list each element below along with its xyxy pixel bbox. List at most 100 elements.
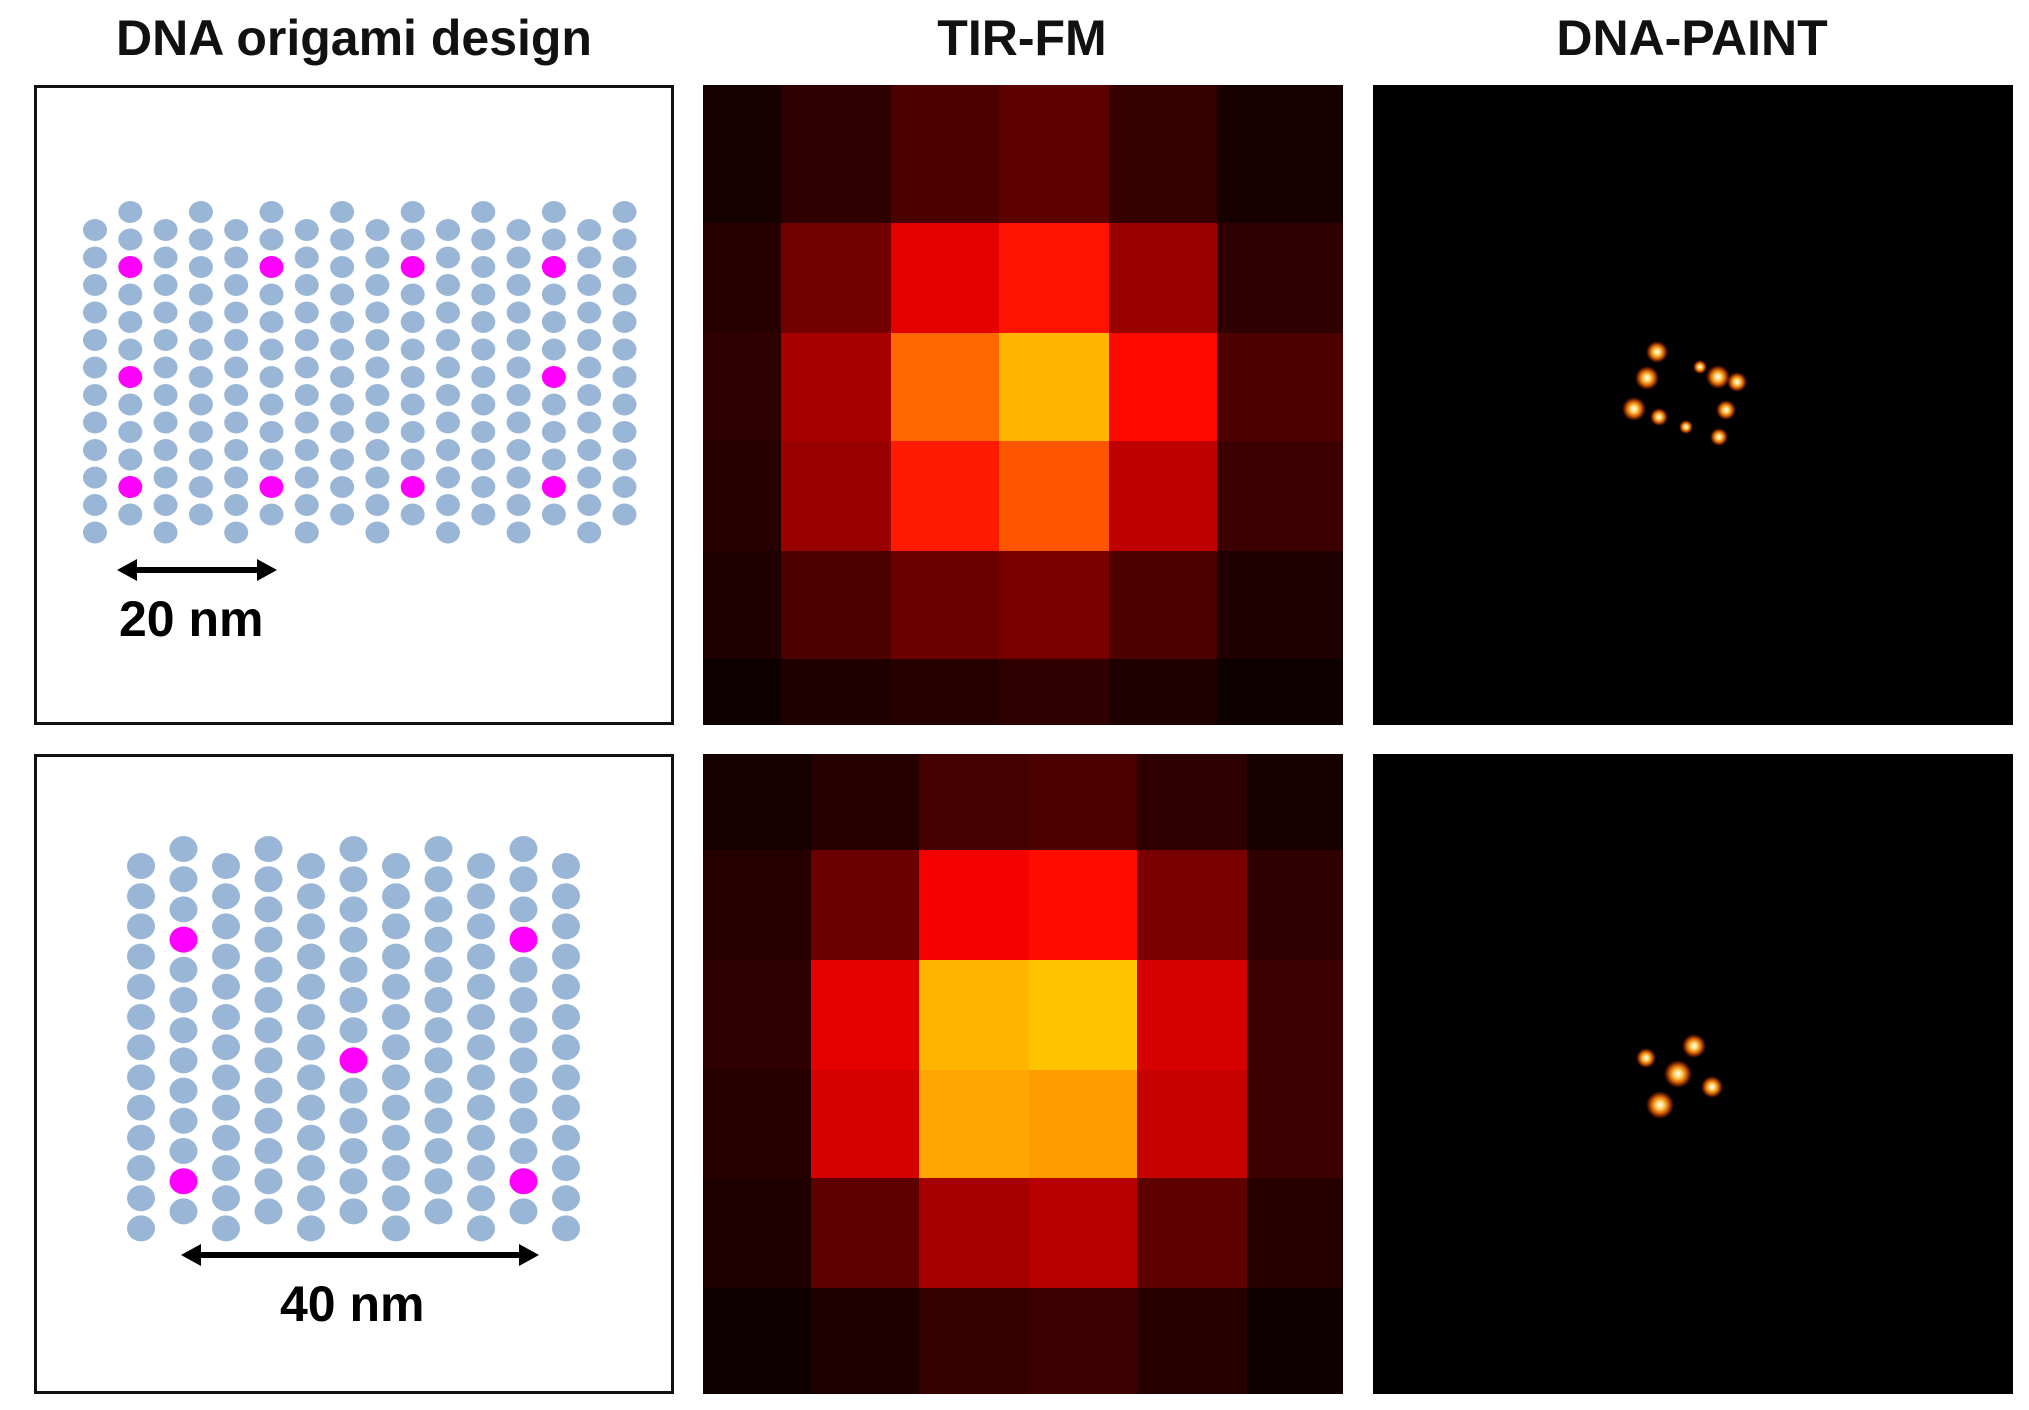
staple-dot xyxy=(259,393,284,416)
intensity-pixel xyxy=(703,223,781,333)
staple-dot xyxy=(294,329,319,351)
staple-dot xyxy=(188,503,213,526)
staple-dot xyxy=(339,896,368,923)
intensity-pixel xyxy=(919,1288,1029,1394)
staple-dot xyxy=(365,411,390,434)
staple-dot xyxy=(552,913,580,940)
staple-dot xyxy=(83,219,107,241)
staple-dot xyxy=(297,853,325,879)
staple-dot xyxy=(83,329,107,351)
staple-dot xyxy=(509,836,538,862)
intensity-pixel xyxy=(1247,754,1343,850)
staple-dot xyxy=(127,1124,155,1151)
staple-dot xyxy=(612,338,637,361)
docking-site xyxy=(118,366,143,388)
staple-dot xyxy=(153,274,178,296)
intensity-pixel xyxy=(1029,850,1137,960)
staple-dot xyxy=(297,1034,325,1061)
staple-dot xyxy=(382,1094,410,1121)
staple-dot xyxy=(400,201,425,223)
staple-dot xyxy=(577,521,602,544)
staple-dot xyxy=(506,384,531,406)
staple-dot xyxy=(224,356,249,379)
staple-dot xyxy=(436,494,460,516)
intensity-pixel xyxy=(1247,850,1343,960)
staple-dot xyxy=(471,366,496,388)
staple-dot xyxy=(212,913,240,940)
staple-dot xyxy=(83,411,107,434)
staple-dot xyxy=(169,866,198,893)
staple-dot xyxy=(169,987,198,1013)
staple-dot xyxy=(224,274,249,296)
staple-dot xyxy=(436,466,460,489)
paint-image-row2 xyxy=(1636,1034,1723,1119)
intensity-pixel xyxy=(919,1178,1029,1288)
staple-dot xyxy=(382,1215,410,1242)
staple-dot xyxy=(382,1064,410,1091)
intensity-pixel xyxy=(1137,754,1247,850)
staple-dot xyxy=(118,228,143,251)
staple-dot xyxy=(212,883,240,910)
staple-dot xyxy=(330,393,355,416)
staple-dot xyxy=(365,494,390,516)
staple-dot xyxy=(259,338,284,361)
intensity-pixel xyxy=(1137,1070,1247,1178)
localization-spot xyxy=(1622,397,1646,421)
staple-dot xyxy=(212,973,240,1000)
staple-dot xyxy=(339,1168,368,1195)
intensity-pixel xyxy=(703,1070,811,1178)
intensity-pixel xyxy=(781,333,891,441)
intensity-pixel xyxy=(919,754,1029,850)
intensity-pixel xyxy=(891,659,999,725)
staple-dot xyxy=(330,228,355,251)
intensity-pixel xyxy=(703,1288,811,1394)
staple-dot xyxy=(467,1185,495,1212)
staple-dot xyxy=(541,201,566,223)
staple-dot xyxy=(294,494,319,516)
localization-spot xyxy=(1635,366,1659,390)
staple-dot xyxy=(259,201,284,223)
staple-dot xyxy=(424,987,453,1013)
intensity-pixel xyxy=(919,960,1029,1070)
staple-dot xyxy=(424,896,453,923)
scale-arrow-40nm xyxy=(181,1244,539,1266)
staple-dot xyxy=(471,311,496,333)
intensity-pixel xyxy=(703,85,781,223)
intensity-pixel xyxy=(891,551,999,659)
column-title-design: DNA origami design xyxy=(116,10,592,66)
staple-dot xyxy=(541,393,566,416)
staple-dot xyxy=(153,494,178,516)
docking-site xyxy=(541,256,566,278)
staple-dot xyxy=(83,439,107,461)
staple-dot xyxy=(577,301,602,324)
staple-dot xyxy=(254,1168,283,1195)
staple-dot xyxy=(188,448,213,471)
staple-dot xyxy=(259,311,284,333)
intensity-pixel xyxy=(1217,223,1343,333)
staple-dot xyxy=(297,1004,325,1030)
staple-dot xyxy=(552,1064,580,1091)
intensity-pixel xyxy=(703,659,781,725)
staple-dot xyxy=(297,943,325,970)
staple-dot xyxy=(471,283,496,306)
staple-dot xyxy=(400,311,425,333)
staple-dot xyxy=(509,1017,538,1044)
docking-site xyxy=(509,1168,538,1195)
staple-dot xyxy=(127,943,155,970)
staple-dot xyxy=(400,503,425,526)
staple-dot xyxy=(612,421,637,443)
staple-dot xyxy=(153,246,178,269)
staple-dot xyxy=(294,301,319,324)
staple-dot xyxy=(612,256,637,278)
staple-dot xyxy=(382,973,410,1000)
intensity-pixel xyxy=(1137,960,1247,1070)
staple-dot xyxy=(424,1107,453,1134)
docking-site xyxy=(259,256,284,278)
tirfm-panel-row1 xyxy=(703,85,1343,725)
tirfm-image-row2 xyxy=(703,754,1343,1394)
staple-dot xyxy=(509,1198,538,1225)
staple-dot xyxy=(153,384,178,406)
intensity-pixel xyxy=(703,551,781,659)
staple-dot xyxy=(254,956,283,983)
staple-dot xyxy=(509,956,538,983)
